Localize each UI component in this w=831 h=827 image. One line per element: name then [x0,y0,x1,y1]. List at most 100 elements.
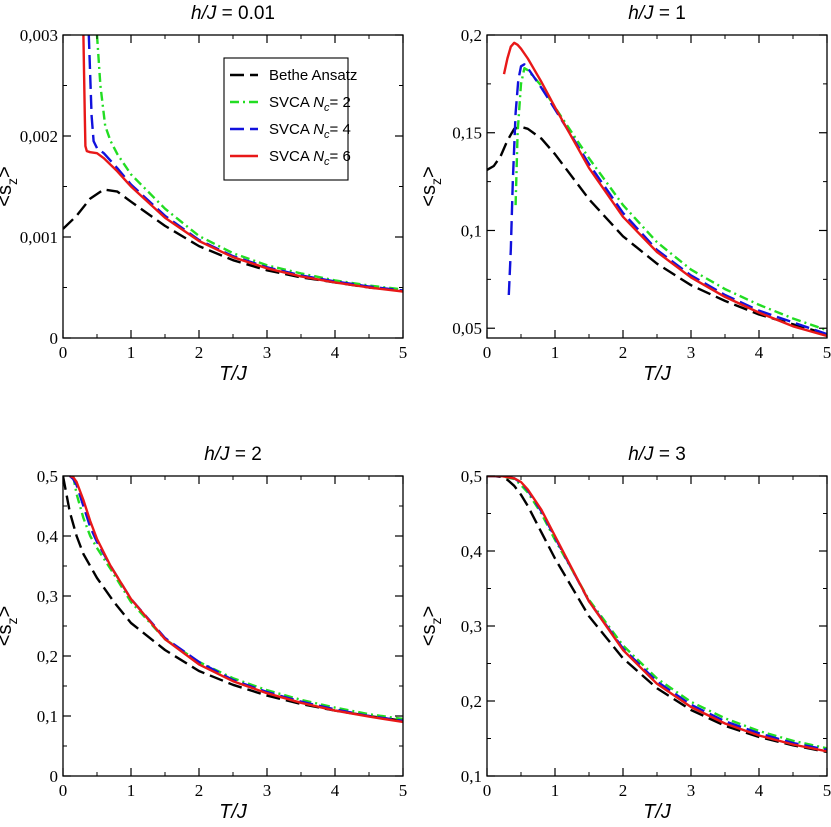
x-tick-label: 0 [483,781,492,800]
series-group [63,476,403,724]
y-axis-label: <sz> [418,606,444,646]
x-tick-label: 2 [619,343,628,362]
title-value: = 3 [654,444,686,465]
y-label-main: <s [418,625,440,647]
legend-entry-label: SVCA Nc= 6 [269,148,351,168]
legend-text: SVCA [269,94,313,111]
series-group [63,35,403,293]
legend-text: SVCA [269,121,313,138]
legend-entry-label: Bethe Ansatz [269,67,357,84]
series-line-bethe-ansatz [63,476,403,722]
y-tick-label: 0,1 [461,221,482,240]
series-line-svca-nc-4 [69,476,403,722]
y-label-subscript: z [428,618,444,625]
y-tick-label: 0,5 [37,467,58,486]
title-value: = 1 [654,3,686,24]
series-line-svca-nc-4 [87,35,403,292]
x-tick-label: 4 [755,343,764,362]
y-axis-label: <sz> [0,606,20,646]
legend-italic: N [313,94,324,111]
x-tick-label: 1 [127,343,136,362]
chart-panel-1: 0 1 2 3 4 5 0 0,001 0,002 0,003 h/J = 0.01 T/J <sz> B… [0,3,407,385]
x-tick-label: 2 [195,343,204,362]
legend-value: = 6 [330,148,351,165]
x-tick-label: 2 [195,781,204,800]
title-value: = 0.01 [216,3,275,24]
legend-value: = 2 [330,94,351,111]
x-tick-label: 3 [687,781,696,800]
y-label-subscript: z [428,178,444,185]
chart-panel-3: 0 1 2 3 4 5 0 0,1 0,2 0,3 0,4 0,5 h/J = 2 T/J <sz> [0,444,407,823]
y-axis-label: <sz> [418,166,444,206]
x-tick-label: 2 [619,781,628,800]
x-tick-label: 3 [263,781,272,800]
y-label-main: <s [418,185,440,207]
y-tick-label: 0 [50,329,59,348]
series-line-bethe-ansatz [63,188,403,292]
x-tick-label: 3 [263,343,272,362]
title-variable: h/J [191,3,217,24]
x-tick-label: 4 [331,781,340,800]
y-label-subscript: z [4,178,20,185]
legend-text: SVCA [269,148,313,165]
chart-title: h/J = 0.01 [191,3,275,24]
y-label-end: > [0,166,16,178]
y-label-end: > [418,606,440,618]
chart-title: h/J = 1 [628,3,686,24]
y-tick-label: 0,4 [461,542,483,561]
series-line-svca-nc-6 [69,476,403,724]
legend-box [223,57,349,181]
y-tick-label: 0,2 [37,647,58,666]
chart-panel-4: 0 1 2 3 4 5 0,1 0,2 0,3 0,4 0,5 h/J = 3 T/J <sz> [418,444,831,823]
series-line-svca-nc-6 [502,41,827,338]
series-line-bethe-ansatz [487,476,827,754]
y-tick-label: 0 [50,767,59,786]
legend-entry-label: SVCA Nc= 4 [269,121,351,141]
title-variable: h/J [628,444,654,465]
series-line-svca-nc-6 [487,476,827,753]
y-tick-label: 0,001 [20,228,58,247]
x-axis-label: T/J [219,363,248,385]
x-tick-label: 5 [399,781,408,800]
x-tick-label: 4 [331,343,340,362]
series-group [487,41,827,338]
x-tick-label: 4 [755,781,764,800]
x-tick-label: 0 [483,343,492,362]
series-line-svca-nc-2 [487,476,827,750]
legend-subscript: c [324,129,330,141]
y-label-main: <s [0,625,16,647]
y-tick-label: 0,4 [37,527,59,546]
title-variable: h/J [628,3,654,24]
x-tick-label: 1 [127,781,136,800]
x-tick-label: 5 [823,343,831,362]
y-tick-label: 0,2 [461,26,482,45]
y-tick-label: 0,3 [461,617,482,636]
x-axis-label: T/J [643,363,672,385]
y-tick-label: 0,002 [20,127,58,146]
y-tick-label: 0,003 [20,26,58,45]
series-line-svca-nc-2 [95,35,403,291]
chart-panel-2: 0 1 2 3 4 5 0,05 0,1 0,15 0,2 h/J = 1 T/J <sz> [418,3,831,385]
x-tick-label: 1 [551,343,560,362]
legend-entry-label: SVCA Nc= 2 [269,94,351,114]
series-line-svca-nc-6 [82,35,403,293]
series-group [487,476,827,754]
legend-subscript: c [324,156,330,168]
x-axis-label: T/J [219,801,248,823]
y-label-end: > [418,166,440,178]
title-value: = 2 [230,444,262,465]
x-tick-label: 5 [823,781,831,800]
y-label-end: > [0,606,16,618]
series-line-svca-nc-4 [507,63,827,336]
series-line-svca-nc-4 [487,476,827,751]
y-tick-label: 0,05 [452,319,482,338]
x-tick-label: 5 [399,343,408,362]
legend-value: = 4 [330,121,351,138]
y-label-subscript: z [4,618,20,625]
legend-subscript: c [324,102,330,114]
x-axis-label: T/J [643,801,672,823]
y-tick-label: 0,5 [461,467,482,486]
y-tick-label: 0,2 [461,692,482,711]
